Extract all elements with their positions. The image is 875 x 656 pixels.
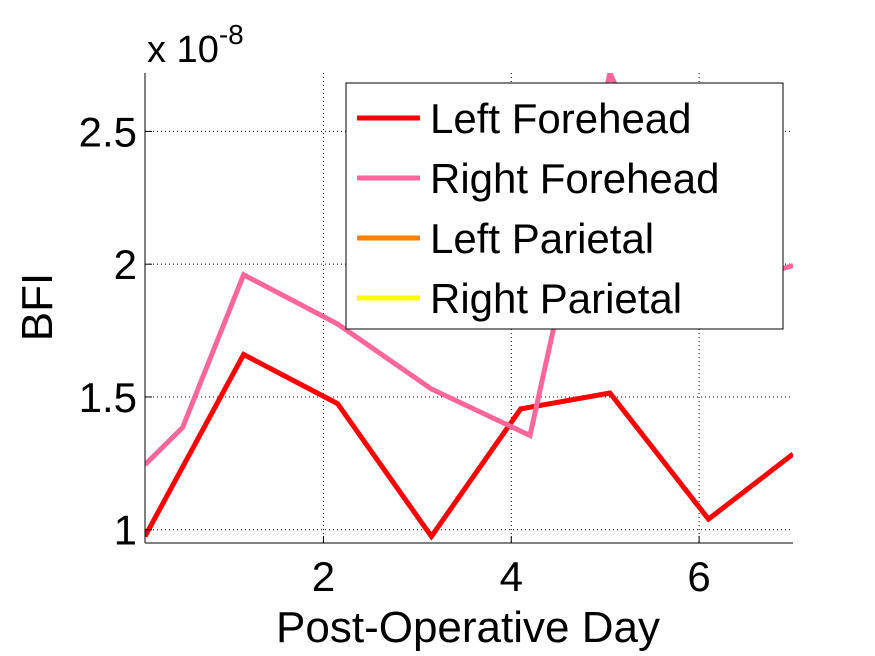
legend-label: Right Forehead (430, 155, 720, 202)
y-tick-label: 2.5 (79, 108, 137, 155)
legend-box (345, 82, 784, 330)
legend-label: Left Parietal (430, 215, 654, 262)
x-tick-label: 6 (687, 553, 710, 600)
y-tick-label: 1.5 (79, 374, 137, 421)
series-line (145, 351, 793, 541)
legend-label: Left Forehead (430, 95, 692, 142)
y-tick-label: 2 (114, 241, 137, 288)
exponent-label: x 10-8 (147, 19, 244, 71)
axis-ticks: 2 4 6 1 1.5 2 2.5 (79, 108, 711, 600)
y-tick-label: 1 (114, 507, 137, 554)
axes (144, 73, 793, 544)
legend: Left Forehead Right Forehead Left Parietal… (345, 82, 784, 330)
x-axis-label: Post-Operative Day (276, 603, 660, 652)
legend-label: Right Parietal (430, 275, 682, 322)
x-tick-label: 2 (312, 553, 335, 600)
x-tick-label: 4 (500, 553, 523, 600)
y-axis-label: BFI (13, 273, 62, 341)
